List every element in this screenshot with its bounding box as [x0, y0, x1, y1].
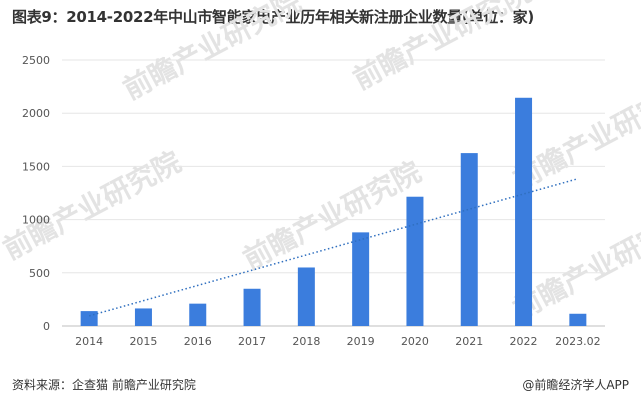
watermark-text: 前瞻产业研究院: [118, 0, 307, 106]
bar-2017: [243, 288, 261, 326]
bar-2019: [352, 232, 370, 326]
source-note: 资料来源：企查猫 前瞻产业研究院: [12, 378, 196, 392]
credit-note: @前瞻经济学人APP: [522, 378, 629, 392]
x-tick-label: 2018: [292, 335, 320, 348]
watermark-text: 前瞻产业研究院: [348, 0, 537, 96]
bar-2023.02: [569, 313, 587, 326]
bar-2021: [460, 153, 478, 326]
y-tick-label: 0: [43, 320, 50, 333]
watermark-text: 前瞻产业研究院: [238, 155, 427, 276]
bar-2016: [189, 303, 207, 326]
y-tick-label: 1500: [22, 160, 50, 173]
x-tick-label: 2020: [401, 335, 429, 348]
y-tick-label: 2500: [22, 54, 50, 67]
y-tick-label: 2000: [22, 107, 50, 120]
trendline-layer: [88, 178, 579, 317]
x-tick-label: 2021: [455, 335, 483, 348]
y-tick-label: 500: [29, 267, 50, 280]
bar-2022: [515, 97, 533, 326]
bar-2014: [80, 311, 98, 326]
x-tick-label: 2014: [75, 335, 103, 348]
x-tick-label: 2019: [347, 335, 375, 348]
chart-title: 图表9：2014-2022年中山市智能家电产业历年相关新注册企业数量(单位：家): [12, 8, 534, 26]
bar-2020: [406, 196, 424, 326]
x-tick-label: 2017: [238, 335, 266, 348]
grid-lines: [62, 59, 605, 327]
y-axis: 0 500 1000 1500 2000 2500: [22, 54, 50, 333]
x-tick-label: 2022: [510, 335, 538, 348]
x-tick-label: 2016: [184, 335, 212, 348]
x-tick-label: 2023.02: [555, 335, 601, 348]
bar-2018: [297, 267, 315, 326]
bar-series: [80, 97, 587, 326]
y-tick-label: 1000: [22, 214, 50, 227]
bar-2015: [134, 308, 152, 326]
x-tick-label: 2015: [129, 335, 157, 348]
x-axis: 2014 2015 2016 2017 2018 2019 2020 2021 2022 2023…: [75, 335, 600, 348]
trendline: [88, 178, 579, 317]
